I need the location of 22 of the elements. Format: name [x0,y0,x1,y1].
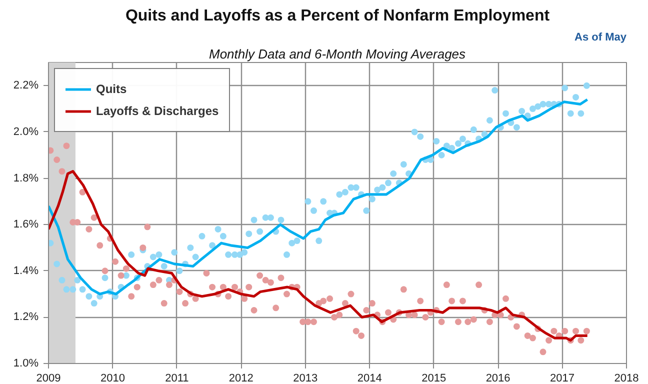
legend-label: Layoffs & Discharges [96,104,219,118]
text: As of May [574,32,628,44]
x-tick-label: 2018 [614,372,639,384]
x-tick-label: 2011 [165,372,189,384]
x-tick-label: 2015 [422,372,446,384]
y-tick-label: 1.6% [13,218,39,231]
chart-subtitle: Monthly Data and 6-Month Moving Averages [208,46,466,62]
x-tick-label: 2009 [36,372,61,384]
y-tick-label: 2.0% [13,126,39,138]
x-tick-label: 2016 [486,372,510,384]
y-tick-label: 1.0% [13,358,39,370]
y-tick-label: 1.8% [13,172,39,184]
y-tick-label: 1.4% [13,264,39,277]
y-tick-label: 2.2% [13,80,39,92]
x-tick-label: 2017 [550,372,575,384]
y-tick-label: 1.2% [13,311,39,324]
legend-label: Quits [96,82,127,96]
chart-title: Quits and Layoffs as a Percent of Nonfarm Employment [125,8,550,24]
x-tick-label: 2014 [357,372,382,384]
x-tick-label: 2010 [100,372,125,384]
x-tick-label: 2012 [228,372,254,384]
x-tick-label: 2013 [293,372,318,384]
